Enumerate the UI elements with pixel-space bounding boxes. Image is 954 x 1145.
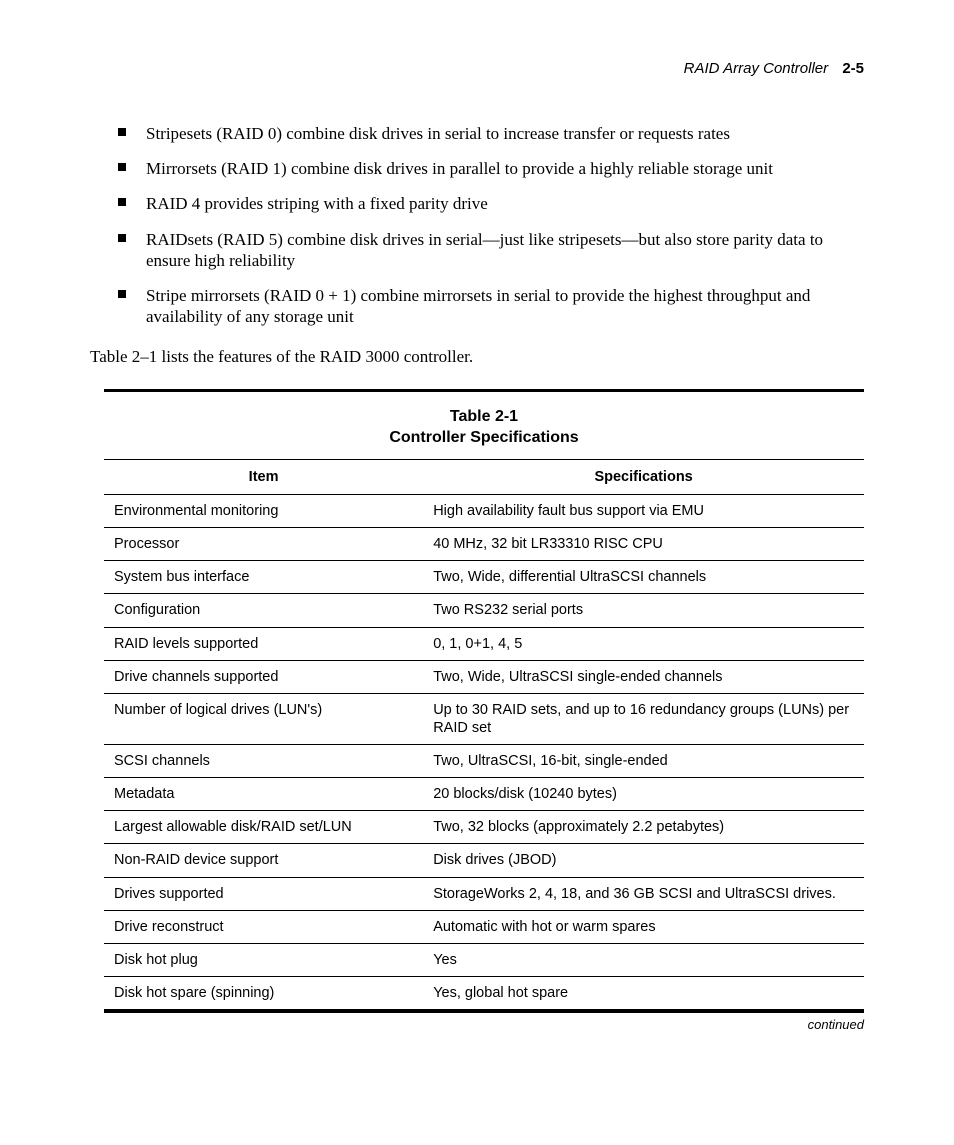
cell-item: Environmental monitoring [104,495,423,528]
rule-top [104,389,864,392]
rule-bottom [104,1010,864,1013]
table-header-row: Item Specifications [104,460,864,495]
table-row: Largest allowable disk/RAID set/LUNTwo, … [104,811,864,844]
cell-item: System bus interface [104,561,423,594]
table-row: RAID levels supported0, 1, 0+1, 4, 5 [104,627,864,660]
table-row: Disk hot spare (spinning)Yes, global hot… [104,976,864,1009]
continued-label: continued [104,1017,864,1033]
bullet-list: Stripesets (RAID 0) combine disk drives … [104,123,864,328]
cell-spec: Two RS232 serial ports [423,594,864,627]
cell-spec: Disk drives (JBOD) [423,844,864,877]
table-caption-number: Table 2-1 [104,406,864,428]
table-row: Number of logical drives (LUN's)Up to 30… [104,693,864,744]
spec-table: Item Specifications Environmental monito… [104,460,864,1010]
cell-spec: Automatic with hot or warm spares [423,910,864,943]
cell-spec: StorageWorks 2, 4, 18, and 36 GB SCSI an… [423,877,864,910]
list-item: Stripesets (RAID 0) combine disk drives … [118,123,864,144]
list-item: RAID 4 provides striping with a fixed pa… [118,193,864,214]
col-header-item: Item [104,460,423,495]
cell-item: SCSI channels [104,745,423,778]
table-caption: Table 2-1 Controller Specifications [104,406,864,449]
cell-item: Metadata [104,778,423,811]
table-row: Environmental monitoringHigh availabilit… [104,495,864,528]
cell-item: Non-RAID device support [104,844,423,877]
cell-spec: Up to 30 RAID sets, and up to 16 redunda… [423,693,864,744]
header-title: RAID Array Controller [684,60,828,77]
table-block: Table 2-1 Controller Specifications Item… [104,389,864,1034]
cell-item: Number of logical drives (LUN's) [104,693,423,744]
cell-item: Drive channels supported [104,660,423,693]
col-header-spec: Specifications [423,460,864,495]
cell-item: Configuration [104,594,423,627]
table-row: SCSI channelsTwo, UltraSCSI, 16-bit, sin… [104,745,864,778]
cell-spec: High availability fault bus support via … [423,495,864,528]
cell-item: RAID levels supported [104,627,423,660]
table-row: ConfigurationTwo RS232 serial ports [104,594,864,627]
running-header: RAID Array Controller 2-5 [90,60,864,79]
table-row: Metadata20 blocks/disk (10240 bytes) [104,778,864,811]
cell-item: Disk hot spare (spinning) [104,976,423,1009]
header-page-number: 2-5 [842,60,864,77]
cell-item: Disk hot plug [104,943,423,976]
cell-spec: Yes, global hot spare [423,976,864,1009]
cell-spec: 20 blocks/disk (10240 bytes) [423,778,864,811]
cell-spec: 0, 1, 0+1, 4, 5 [423,627,864,660]
table-caption-title: Controller Specifications [104,427,864,449]
page: RAID Array Controller 2-5 Stripesets (RA… [0,0,954,1145]
list-item: Mirrorsets (RAID 1) combine disk drives … [118,158,864,179]
cell-spec: 40 MHz, 32 bit LR33310 RISC CPU [423,528,864,561]
bullet-block: Stripesets (RAID 0) combine disk drives … [104,123,864,328]
table-row: Drive reconstructAutomatic with hot or w… [104,910,864,943]
cell-spec: Two, 32 blocks (approximately 2.2 petaby… [423,811,864,844]
cell-spec: Two, Wide, differential UltraSCSI channe… [423,561,864,594]
list-item: Stripe mirrorsets (RAID 0 + 1) combine m… [118,285,864,328]
list-item: RAIDsets (RAID 5) combine disk drives in… [118,229,864,272]
lead-in-text: Table 2–1 lists the features of the RAID… [90,346,864,367]
cell-item: Largest allowable disk/RAID set/LUN [104,811,423,844]
table-row: Processor40 MHz, 32 bit LR33310 RISC CPU [104,528,864,561]
cell-spec: Two, UltraSCSI, 16-bit, single-ended [423,745,864,778]
cell-spec: Yes [423,943,864,976]
table-row: System bus interfaceTwo, Wide, different… [104,561,864,594]
cell-spec: Two, Wide, UltraSCSI single-ended channe… [423,660,864,693]
cell-item: Drive reconstruct [104,910,423,943]
cell-item: Drives supported [104,877,423,910]
table-row: Drives supportedStorageWorks 2, 4, 18, a… [104,877,864,910]
table-row: Non-RAID device supportDisk drives (JBOD… [104,844,864,877]
table-row: Drive channels supportedTwo, Wide, Ultra… [104,660,864,693]
cell-item: Processor [104,528,423,561]
table-row: Disk hot plugYes [104,943,864,976]
